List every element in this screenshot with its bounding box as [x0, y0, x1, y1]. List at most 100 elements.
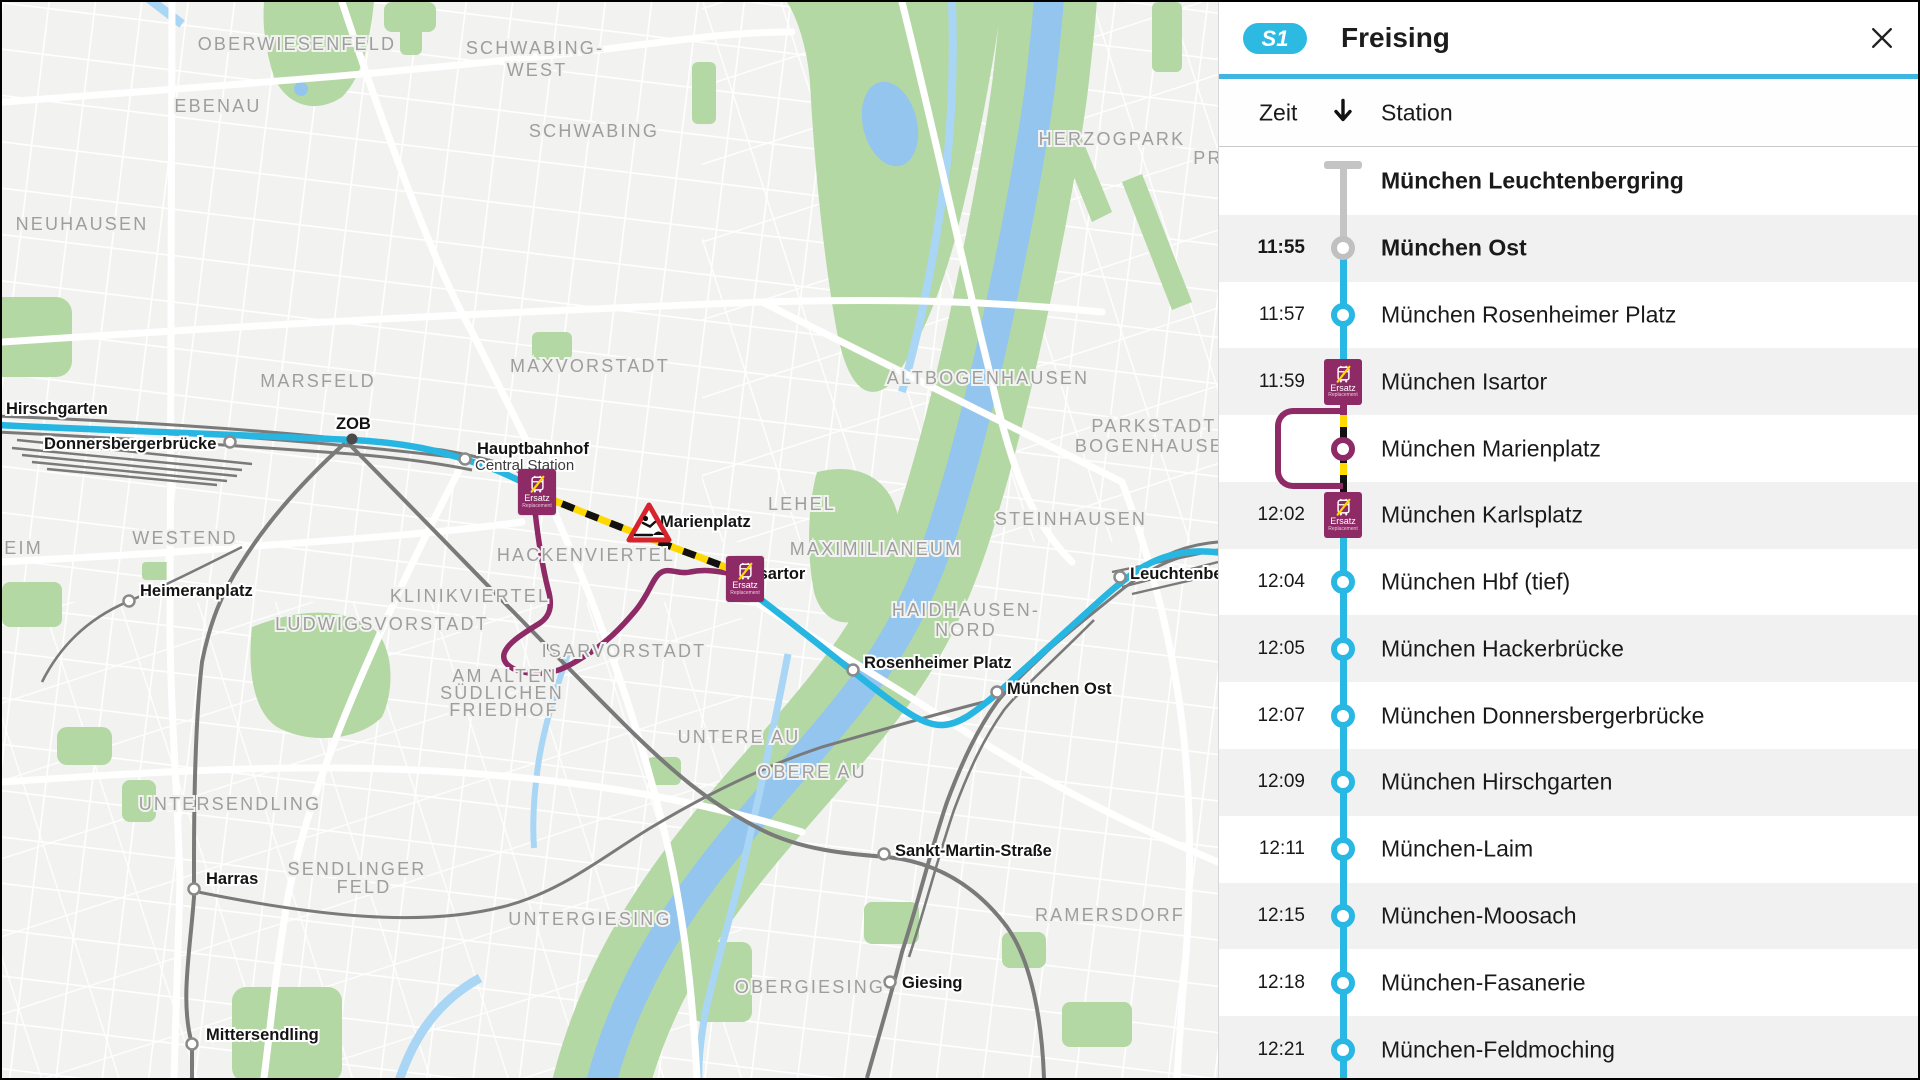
map-district-label: LEHEL	[768, 494, 836, 514]
station-marker-icon	[1331, 903, 1355, 928]
map-district-label: SCHWABING-	[466, 38, 604, 58]
map-station-label: Mittersendling	[206, 1026, 319, 1044]
panel-header: S1 Freising	[1219, 2, 1918, 74]
map-station-label: Donnersbergerbrücke	[44, 435, 216, 453]
map-district-label: HEIM	[2, 538, 43, 558]
column-header: Zeit Station	[1219, 79, 1918, 147]
map-station-dot	[990, 685, 1004, 699]
map-station-dot	[187, 882, 201, 896]
station-marker-icon	[1331, 1037, 1355, 1062]
map-district-label: RAMERSDORF	[1035, 905, 1185, 925]
timeline-segment	[1339, 214, 1347, 249]
replacement-service-badge: Ersatz Replacement	[1324, 492, 1362, 539]
timeline-segment	[1339, 314, 1347, 349]
map-station-label: Heimeranplatz	[140, 582, 253, 600]
stop-time: 12:11	[1258, 838, 1305, 860]
map-district-label: MAXIMILIANEUM	[790, 539, 963, 559]
map-station-label: Central Station	[475, 457, 574, 474]
map-district-label: UNTERGIESING	[508, 909, 671, 929]
stop-row[interactable]: 11:59 München Isartor Ersatz Replacement	[1219, 348, 1918, 416]
map-district-label: LUDWIGSVORSTADT	[275, 614, 489, 634]
replacement-service-badge: Ersatz Replacement	[1324, 358, 1362, 405]
map-district-label: SENDLINGER	[287, 859, 426, 879]
stop-name: München-Feldmoching	[1381, 1036, 1615, 1063]
map-station-label: Giesing	[902, 974, 963, 992]
map-labels: OBERWIESENFELD EBENAU SCHWABING-WEST SCHWAB…	[2, 32, 1218, 1046]
timeline-segment	[1339, 248, 1347, 282]
close-button[interactable]	[1864, 20, 1900, 56]
map-station-dot	[346, 433, 358, 445]
map-district-label: HERZOGPARK	[1039, 129, 1186, 149]
close-icon	[1871, 27, 1893, 49]
line-badge-s1: S1	[1243, 23, 1307, 54]
station-marker-icon	[1331, 703, 1355, 728]
map-station-dot	[883, 975, 897, 989]
map-station-label: Harras	[206, 870, 258, 888]
map-station-label: Rosenheimer Platz	[864, 654, 1012, 672]
stop-time: 12:21	[1257, 1038, 1305, 1060]
stop-row[interactable]: 11:57 München Rosenheimer Platz	[1219, 281, 1918, 349]
map-district-label: PR	[1193, 148, 1218, 168]
map-district-label: OBERE AU	[757, 762, 867, 782]
station-column-header: Station	[1381, 99, 1453, 125]
stop-row[interactable]: München Leuchtenbergring	[1219, 148, 1918, 215]
stop-time: 11:55	[1257, 237, 1305, 259]
map-district-label: MARSFELD	[260, 371, 376, 391]
replacement-bus-route	[501, 508, 731, 677]
timeline-segment	[1339, 1016, 1347, 1050]
map-station-label: Sankt-Martin-Straße	[895, 842, 1052, 860]
map-station-label: Hauptbahnhof	[477, 440, 589, 458]
stop-name: München Isartor	[1381, 368, 1548, 395]
timeline-segment	[1339, 915, 1347, 950]
map-district-label: BOGENHAUSEN	[1075, 436, 1218, 456]
stop-time: 12:09	[1257, 771, 1305, 793]
stop-row[interactable]: 12:04 München Hbf (tief)	[1219, 548, 1918, 616]
timeline-segment	[1339, 682, 1347, 716]
stop-row[interactable]: München Marienplatz	[1219, 408, 1918, 489]
stop-name: München Hirschgarten	[1381, 768, 1613, 795]
map-district-label: PARKSTADT	[1091, 416, 1216, 436]
destination-title: Freising	[1341, 22, 1450, 53]
stop-row[interactable]: 12:09 München Hirschgarten	[1219, 749, 1918, 816]
map-station-label: ZOB	[336, 415, 371, 433]
timeline-segment	[1339, 167, 1347, 215]
map-station-dot	[1113, 570, 1127, 584]
stop-name: München-Fasanerie	[1381, 969, 1586, 996]
map-district-label: WESTEND	[132, 528, 237, 548]
terminal-bar-icon	[1324, 161, 1362, 169]
crossed-train-icon	[1336, 365, 1350, 383]
munich-city-map[interactable]: OBERWIESENFELD EBENAU SCHWABING- WEST SCHWAB…	[2, 2, 1218, 1078]
line-badge-label: S1	[1261, 25, 1289, 51]
map-district-label: AM ALTEN	[452, 666, 557, 686]
water	[145, 2, 1064, 1078]
stop-time: 12:15	[1257, 904, 1305, 926]
stop-row[interactable]: 12:18 München-Fasanerie	[1219, 949, 1918, 1017]
map-district-label: MAXVORSTADT	[510, 356, 670, 376]
sort-descending-arrow-icon[interactable]	[1331, 97, 1355, 128]
map-district-label: SÜDLICHEN	[440, 683, 564, 703]
stop-name: München-Moosach	[1381, 902, 1577, 929]
stop-row[interactable]: 12:15 München-Moosach	[1219, 882, 1918, 950]
route-panel: S1 Freising Zeit Station München Leuchte…	[1218, 2, 1918, 1078]
map-district-label: WEST	[507, 60, 568, 80]
stop-row[interactable]: 11:55 München Ost	[1219, 214, 1918, 282]
map-station-dot	[185, 1037, 199, 1051]
crossed-train-icon	[1336, 498, 1350, 516]
map-district-label: NORD	[935, 620, 997, 640]
stop-row[interactable]: 12:02 München Karlsplatz Ersatz Replaceme…	[1219, 481, 1918, 549]
stop-time: 12:02	[1257, 504, 1305, 526]
station-dots	[122, 433, 1127, 1051]
stop-name: München-Laim	[1381, 835, 1534, 862]
stop-row[interactable]: 12:11 München-Laim	[1219, 815, 1918, 883]
closed-section	[536, 490, 734, 574]
stop-row[interactable]: 12:07 München Donnersbergerbrücke	[1219, 682, 1918, 750]
stop-time: 12:05	[1257, 637, 1305, 659]
timeline-segment	[1339, 281, 1347, 315]
map-district-label: SCHWABING	[529, 121, 659, 141]
stop-row[interactable]: 12:21 München-Feldmoching	[1219, 1016, 1918, 1078]
timeline-segment	[1339, 949, 1347, 983]
timeline-segment	[1339, 548, 1347, 583]
timeline-segment	[1339, 582, 1347, 616]
stop-row[interactable]: 12:05 München Hackerbrücke	[1219, 615, 1918, 683]
map-district-label: KLINIKVIERTEL	[390, 586, 550, 606]
